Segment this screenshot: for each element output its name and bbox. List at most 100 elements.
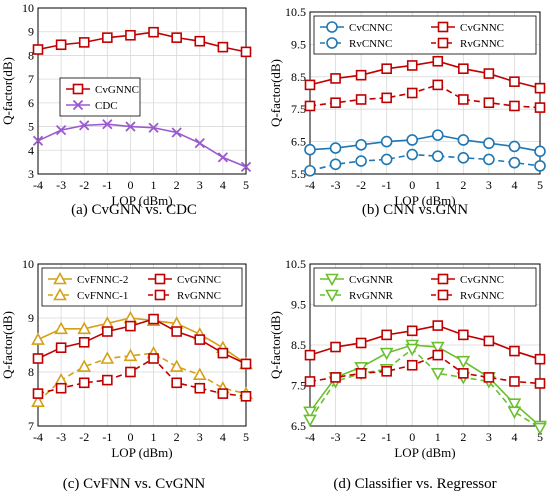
- legend: CvFNNC-2 CvGNNC CvFNNC-1 RvGNNC: [41, 267, 243, 307]
- data-point: [55, 382, 67, 394]
- data-point: [330, 73, 341, 84]
- data-point: [78, 37, 90, 48]
- data-point: [240, 358, 252, 370]
- data-point: [148, 353, 159, 364]
- y-tick-label: 4: [28, 143, 34, 157]
- legend-marker: [53, 271, 67, 285]
- data-point: [32, 44, 44, 55]
- legend-label: CvFNNC-2: [77, 274, 128, 286]
- legend-label: CvGNNC: [95, 84, 139, 96]
- y-axis-label: Q-factor(dB): [0, 57, 15, 125]
- data-point: [304, 100, 316, 112]
- data-point: [78, 336, 90, 348]
- data-point: [148, 313, 159, 325]
- y-tick-label: 8.5: [291, 338, 306, 352]
- x-tick-label: -1: [102, 178, 112, 192]
- data-point: [125, 29, 136, 41]
- data-point: [509, 376, 520, 387]
- data-point: [381, 63, 392, 74]
- x-tick-label: 5: [243, 178, 249, 192]
- data-point: [217, 41, 229, 53]
- data-point: [355, 139, 367, 151]
- data-point: [329, 142, 342, 154]
- legend-marker: [437, 273, 449, 285]
- y-tick-label: 7.5: [291, 102, 306, 116]
- legend-label: CDC: [95, 100, 118, 112]
- data-point: [77, 359, 92, 372]
- data-point: [194, 138, 205, 149]
- x-tick-label: 3: [486, 430, 492, 444]
- data-point: [32, 353, 44, 364]
- legend-label: CvGNNC: [460, 22, 504, 34]
- data-point: [102, 326, 113, 337]
- data-point: [381, 92, 392, 104]
- series-line: [37, 357, 247, 398]
- legend-marker: [437, 21, 449, 33]
- data-point: [55, 39, 67, 51]
- legend-label: CvCNNC: [349, 22, 392, 34]
- x-tick-label: 4: [511, 178, 517, 192]
- series-RvGNNR: [303, 343, 547, 436]
- series-RvGNNC: [32, 353, 252, 402]
- data-point: [125, 320, 136, 332]
- data-point: [304, 164, 316, 177]
- series-CvGNNC: [304, 55, 546, 94]
- data-point: [171, 127, 182, 138]
- series-CvFNNC-2: [31, 310, 253, 370]
- data-point: [456, 355, 471, 369]
- data-point: [102, 374, 113, 386]
- data-point: [102, 119, 113, 130]
- x-tick-label: -2: [79, 430, 89, 444]
- data-point: [458, 94, 469, 105]
- data-point: [381, 366, 392, 377]
- series-RvGNNC: [304, 79, 546, 113]
- x-tick-label: -2: [79, 178, 89, 192]
- legend-box: [313, 15, 537, 55]
- x-tick-label: -4: [305, 430, 315, 444]
- legend-marker: [72, 83, 84, 95]
- series-CvGNNC: [32, 313, 252, 370]
- x-tick-label: 1: [435, 178, 441, 192]
- data-point: [240, 161, 252, 173]
- series-line: [37, 352, 247, 403]
- data-point: [406, 148, 419, 161]
- data-point: [78, 377, 90, 389]
- series-RvGNNC: [304, 349, 546, 389]
- data-point: [240, 390, 252, 402]
- data-point: [240, 46, 252, 58]
- series-line: [309, 60, 541, 89]
- data-point: [432, 55, 444, 67]
- x-tick-label: -2: [356, 430, 366, 444]
- data-point: [171, 377, 182, 389]
- legend-label: CvGNNC: [177, 274, 221, 286]
- x-axis-label: LOP (dBm): [394, 445, 455, 460]
- y-tick-label: 6: [28, 96, 34, 110]
- series-line: [37, 317, 247, 365]
- y-tick-label: 9: [28, 25, 34, 39]
- data-point: [304, 79, 316, 91]
- y-tick-label: 3: [28, 167, 34, 181]
- x-tick-label: 4: [511, 430, 517, 444]
- data-point: [379, 347, 394, 361]
- data-point: [169, 359, 184, 372]
- x-tick-label: 0: [409, 178, 415, 192]
- legend-marker: [325, 289, 339, 303]
- data-point: [430, 368, 445, 381]
- panel-caption: (a) CvGNN vs. CDC: [71, 202, 197, 218]
- data-point: [457, 152, 470, 164]
- legend-box: [313, 267, 537, 307]
- x-axis-label: LOP (dBm): [111, 445, 172, 460]
- data-point: [32, 388, 44, 399]
- data-point: [102, 32, 113, 43]
- legend-marker: [154, 289, 166, 301]
- data-point: [432, 320, 444, 331]
- data-point: [534, 145, 546, 158]
- plot-frame: [309, 263, 541, 427]
- data-point: [303, 414, 317, 428]
- x-tick-label: 4: [220, 178, 226, 192]
- x-tick-label: 3: [197, 178, 203, 192]
- series-line: [37, 31, 247, 53]
- data-point: [355, 69, 367, 81]
- data-point: [355, 155, 367, 167]
